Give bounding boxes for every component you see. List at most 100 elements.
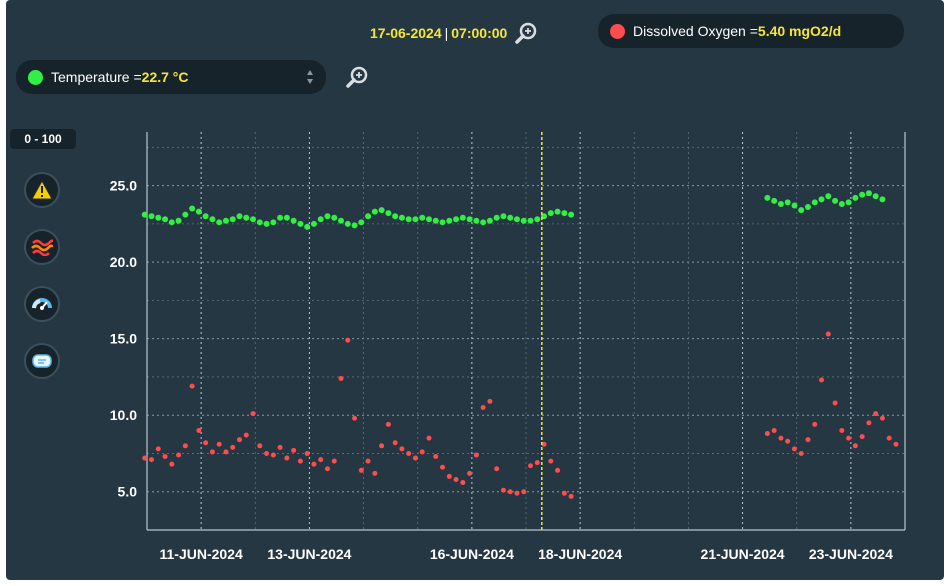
series-layer [141, 190, 899, 499]
data-point [405, 216, 412, 223]
data-point [893, 441, 899, 447]
y-tick-label: 5.0 [118, 484, 138, 500]
data-point [284, 455, 290, 461]
data-point [324, 466, 330, 472]
data-point [378, 207, 385, 214]
data-point [419, 214, 426, 221]
data-point [812, 421, 818, 427]
warning-tool-button[interactable] [24, 172, 60, 208]
data-point [507, 489, 513, 495]
data-point [534, 460, 540, 466]
data-point [331, 458, 337, 464]
data-point [155, 214, 162, 221]
zoom-icon[interactable] [344, 64, 370, 90]
temperature-value: 22.7 °C [141, 69, 189, 85]
x-tick-label: 16-JUN-2024 [430, 546, 514, 562]
waves-tool-button[interactable] [24, 229, 60, 265]
data-point [446, 473, 452, 479]
data-point [433, 454, 439, 460]
data-point [385, 421, 391, 427]
message-icon [32, 354, 52, 368]
data-point [203, 440, 209, 446]
stepper-icon[interactable] [306, 69, 314, 85]
data-point [345, 337, 351, 343]
data-point [297, 458, 303, 464]
data-point [385, 210, 392, 217]
waves-icon [31, 239, 53, 256]
data-point [250, 411, 256, 417]
dissolved-oxygen-selector[interactable]: Dissolved Oxygen = 5.40 mgO2/d [598, 14, 904, 48]
dissolved-oxygen-dot [610, 23, 625, 39]
data-point [453, 476, 459, 482]
data-point [771, 428, 777, 433]
data-point [182, 443, 188, 449]
data-point [230, 444, 236, 450]
zoom-icon[interactable] [513, 20, 539, 46]
data-point [819, 377, 825, 383]
data-point [155, 446, 161, 452]
data-point [513, 216, 520, 223]
data-point [277, 444, 283, 450]
data-point [222, 217, 229, 224]
data-point [521, 489, 527, 495]
data-point [846, 435, 852, 441]
data-point [365, 213, 372, 220]
data-point [392, 440, 398, 446]
data-point [283, 214, 290, 221]
data-point [804, 204, 811, 211]
data-point [520, 217, 527, 224]
data-point [818, 196, 825, 203]
chart-panel [6, 0, 944, 580]
data-point [189, 205, 196, 212]
data-point [886, 435, 892, 441]
gauge-tool-button[interactable] [24, 286, 60, 322]
timestamp-bar: 17-06-2024 | 07:00:00 [370, 17, 539, 49]
data-point [290, 217, 297, 224]
data-point [250, 216, 257, 223]
data-point [547, 210, 554, 217]
data-point [365, 458, 371, 464]
data-point [277, 214, 284, 221]
cursor-time: 07:00:00 [451, 25, 508, 41]
data-point [304, 450, 310, 456]
data-point [209, 449, 215, 455]
data-point [358, 219, 365, 226]
data-point [460, 480, 466, 486]
data-point [459, 214, 466, 221]
data-point [141, 211, 148, 218]
dissolved-oxygen-label: Dissolved Oxygen = [633, 23, 758, 39]
message-tool-button[interactable] [24, 343, 60, 379]
data-point [406, 450, 412, 456]
data-point [764, 431, 770, 437]
data-point [534, 216, 541, 223]
data-point [514, 490, 520, 496]
range-badge[interactable]: 0 - 100 [10, 129, 76, 149]
data-point [216, 441, 222, 447]
data-point [311, 461, 317, 467]
data-point [256, 219, 263, 226]
data-point [872, 193, 879, 200]
data-point [541, 441, 547, 447]
data-point [548, 458, 554, 464]
data-point [270, 219, 277, 226]
data-point [791, 202, 798, 209]
data-point [852, 194, 859, 201]
temperature-selector[interactable]: Temperature = 22.7 °C [16, 60, 326, 94]
data-point [379, 443, 385, 449]
y-tick-label: 10.0 [110, 407, 137, 423]
data-point [419, 449, 425, 455]
data-point [480, 405, 486, 411]
data-point [832, 400, 838, 406]
x-tick-label: 18-JUN-2024 [538, 546, 622, 562]
data-point [344, 220, 351, 227]
datetime-separator: | [444, 25, 449, 41]
data-point [338, 217, 345, 224]
data-point [873, 411, 879, 417]
data-point [832, 197, 839, 204]
data-point [196, 428, 202, 433]
data-point [168, 219, 175, 226]
data-point [229, 216, 236, 223]
data-point [392, 213, 399, 220]
gauge-icon [32, 298, 52, 310]
